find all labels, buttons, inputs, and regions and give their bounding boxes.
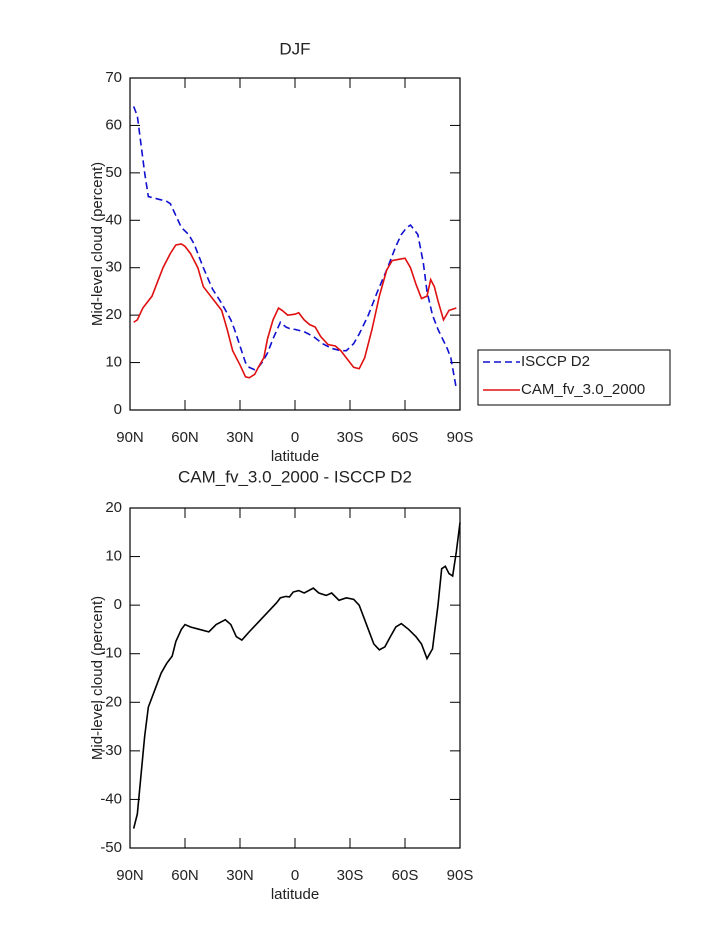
y-tick-label: 20 — [105, 499, 122, 516]
x-tick-label: 60N — [171, 429, 199, 446]
y-tick-label: -40 — [100, 790, 122, 807]
x-axis-label: latitude — [271, 886, 319, 903]
chart-title: CAM_fv_3.0_2000 - ISCCP D2 — [178, 467, 412, 486]
legend-box — [477, 349, 671, 406]
y-tick-label: 20 — [105, 306, 122, 323]
y-tick-label: 0 — [114, 401, 122, 418]
x-tick-label: 0 — [291, 429, 299, 446]
y-tick-label: -20 — [100, 693, 122, 710]
x-tick-label: 30S — [337, 429, 364, 446]
plot-frame — [129, 77, 461, 411]
y-tick-label: 60 — [105, 116, 122, 133]
data-line — [133, 243, 457, 379]
x-tick-label: 90N — [116, 867, 144, 884]
plot-frame — [129, 507, 461, 849]
x-tick-label: 30N — [226, 429, 254, 446]
legend-label: CAM_fv_3.0_2000 — [521, 381, 645, 398]
y-tick-label: -10 — [100, 645, 122, 662]
x-tick-label: 60S — [392, 429, 419, 446]
y-tick-label: 50 — [105, 164, 122, 181]
x-tick-label: 90N — [116, 429, 144, 446]
x-tick-label: 30N — [226, 867, 254, 884]
data-line — [132, 522, 461, 829]
y-axis-label: Mid-level cloud (percent) — [89, 596, 106, 760]
y-tick-label: -30 — [100, 742, 122, 759]
x-tick-label: 90S — [447, 429, 474, 446]
x-tick-label: 0 — [291, 867, 299, 884]
x-tick-label: 60N — [171, 867, 199, 884]
x-tick-label: 60S — [392, 867, 419, 884]
x-axis-label: latitude — [271, 448, 319, 465]
legend-label: ISCCP D2 — [521, 353, 590, 370]
x-tick-label: 90S — [447, 867, 474, 884]
y-tick-label: 30 — [105, 259, 122, 276]
y-tick-label: 10 — [105, 354, 122, 371]
y-tick-label: 10 — [105, 548, 122, 565]
y-tick-label: -50 — [100, 839, 122, 856]
x-tick-label: 30S — [337, 867, 364, 884]
data-line — [132, 106, 458, 389]
y-tick-label: 70 — [105, 69, 122, 86]
y-tick-label: 0 — [114, 596, 122, 613]
y-tick-label: 40 — [105, 211, 122, 228]
chart-title: DJF — [279, 39, 310, 58]
y-axis-label: Mid-level cloud (percent) — [89, 162, 106, 326]
